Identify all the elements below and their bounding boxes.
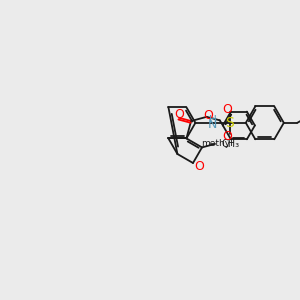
Text: CH₃: CH₃ [221,139,239,149]
Text: O: O [203,109,213,122]
Text: O: O [194,160,204,173]
Text: H: H [208,115,216,125]
Text: O: O [174,108,184,121]
Text: methyl: methyl [201,140,233,148]
Text: N: N [208,118,217,131]
Text: O: O [223,130,232,143]
Text: O: O [223,103,232,116]
Text: S: S [225,116,234,130]
